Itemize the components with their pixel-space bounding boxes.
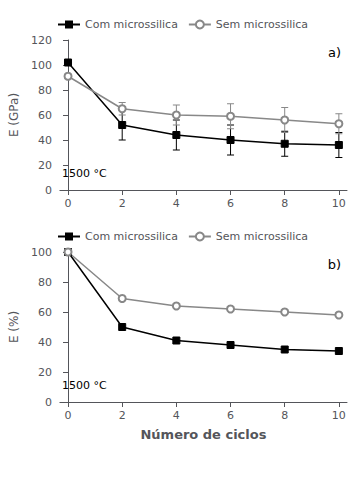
- svg-text:8: 8: [281, 197, 288, 210]
- svg-text:100: 100: [31, 59, 52, 72]
- svg-text:60: 60: [38, 109, 52, 122]
- svg-text:Com microssilica: Com microssilica: [85, 18, 178, 31]
- svg-text:1500 °C: 1500 °C: [62, 167, 107, 180]
- svg-text:0: 0: [65, 409, 72, 422]
- svg-text:a): a): [328, 45, 341, 60]
- svg-text:1500 °C: 1500 °C: [62, 379, 107, 392]
- svg-text:Número de ciclos: Número de ciclos: [140, 427, 266, 442]
- svg-text:80: 80: [38, 84, 52, 97]
- svg-text:2: 2: [119, 409, 126, 422]
- svg-text:10: 10: [332, 197, 346, 210]
- svg-text:10: 10: [332, 409, 346, 422]
- svg-text:120: 120: [31, 34, 52, 47]
- svg-text:4: 4: [173, 409, 180, 422]
- svg-text:60: 60: [38, 306, 52, 319]
- svg-text:6: 6: [227, 409, 234, 422]
- svg-text:E (GPa): E (GPa): [7, 93, 21, 137]
- svg-text:100: 100: [31, 246, 52, 259]
- svg-text:Sem microssilica: Sem microssilica: [216, 18, 308, 31]
- svg-text:2: 2: [119, 197, 126, 210]
- svg-text:Com microssilica: Com microssilica: [85, 230, 178, 243]
- svg-text:40: 40: [38, 134, 52, 147]
- svg-text:E (%): E (%): [7, 311, 21, 343]
- svg-text:4: 4: [173, 197, 180, 210]
- svg-text:0: 0: [45, 184, 52, 197]
- svg-text:Sem microssilica: Sem microssilica: [216, 230, 308, 243]
- svg-text:6: 6: [227, 197, 234, 210]
- svg-text:80: 80: [38, 276, 52, 289]
- svg-text:8: 8: [281, 409, 288, 422]
- svg-text:20: 20: [38, 159, 52, 172]
- svg-text:20: 20: [38, 366, 52, 379]
- svg-text:0: 0: [45, 396, 52, 409]
- svg-text:40: 40: [38, 336, 52, 349]
- svg-text:0: 0: [65, 197, 72, 210]
- svg-text:b): b): [328, 257, 341, 272]
